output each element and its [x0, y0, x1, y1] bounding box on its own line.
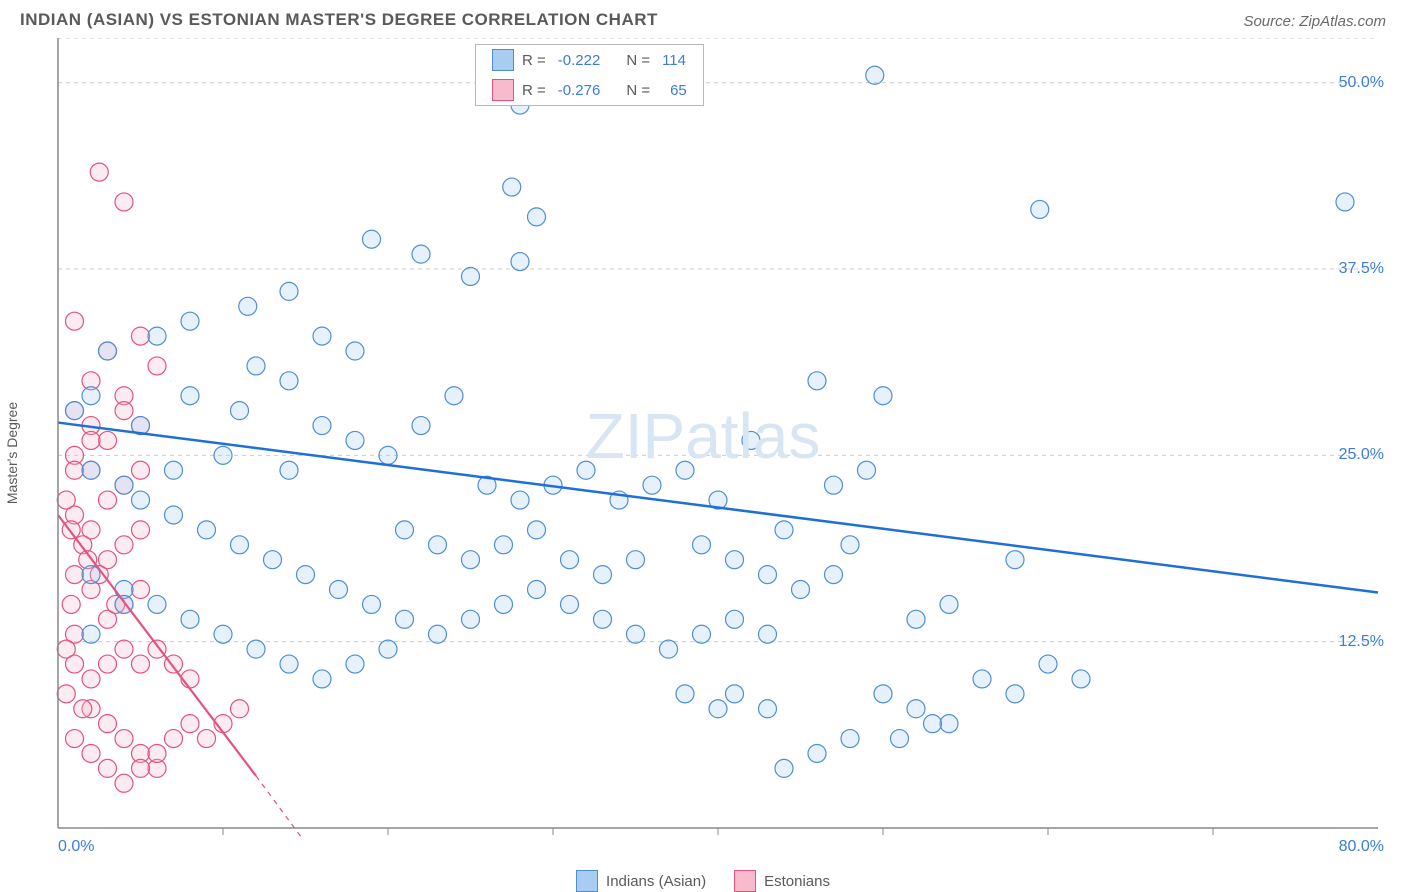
x-tick-label: 80.0% [1339, 838, 1384, 856]
legend-n-blue: 114 [662, 52, 686, 69]
y-tick-label: 50.0% [1339, 74, 1384, 92]
legend-swatch [734, 870, 756, 892]
chart-area: Master's Degree ZIPatlas 12.5%25.0%37.5%… [20, 38, 1386, 868]
legend-row-blue: R = -0.222 N = 114 [476, 45, 703, 75]
legend-item: Indians (Asian) [576, 870, 706, 892]
legend-label: Estonians [764, 873, 830, 890]
legend-item: Estonians [734, 870, 830, 892]
y-axis-label: Master's Degree [4, 402, 20, 504]
legend-n-label2: N = [626, 82, 650, 99]
legend-r-label: R = [522, 52, 546, 69]
legend-n-pink: 65 [670, 82, 687, 99]
correlation-legend: R = -0.222 N = 114 R = -0.276 N = 65 [475, 44, 704, 106]
y-tick-label: 12.5% [1339, 633, 1384, 651]
y-tick-label: 25.0% [1339, 446, 1384, 464]
x-tick-label: 0.0% [58, 838, 94, 856]
legend-swatch [576, 870, 598, 892]
series-legend: Indians (Asian) Estonians [0, 870, 1406, 892]
legend-r-label2: R = [522, 82, 546, 99]
source-label: Source: ZipAtlas.com [1243, 13, 1386, 30]
legend-r-pink: -0.276 [558, 82, 601, 99]
legend-label: Indians (Asian) [606, 873, 706, 890]
scatter-plot [20, 38, 1386, 838]
legend-swatch-pink [492, 79, 514, 101]
legend-r-blue: -0.222 [558, 52, 601, 69]
chart-title: INDIAN (ASIAN) VS ESTONIAN MASTER'S DEGR… [20, 10, 658, 30]
legend-row-pink: R = -0.276 N = 65 [476, 75, 703, 105]
legend-n-label: N = [626, 52, 650, 69]
legend-swatch-blue [492, 49, 514, 71]
y-tick-label: 37.5% [1339, 260, 1384, 278]
